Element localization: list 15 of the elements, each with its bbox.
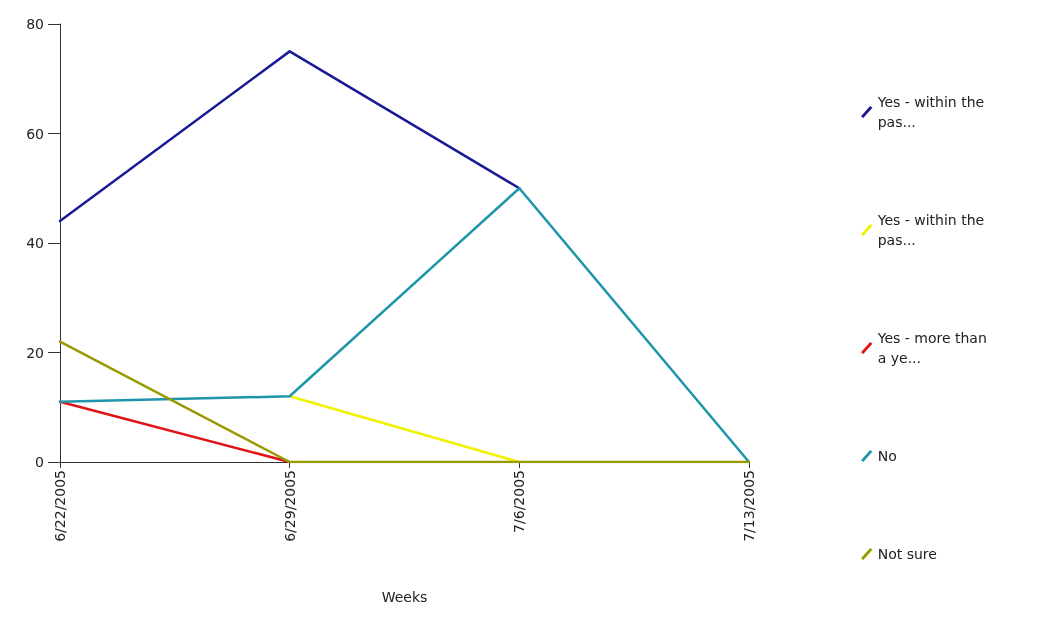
x-tick-label: 7/6/2005 [511, 470, 528, 533]
x-tick-label: 6/22/2005 [52, 470, 68, 542]
legend-label: Not sure [877, 546, 937, 562]
legend-label: Yes - more than a ye... [876, 330, 992, 366]
y-tick-label: 60 [26, 125, 44, 142]
y-tick-label: 0 [35, 454, 44, 470]
legend-label: Yes - within the pas... [876, 94, 989, 130]
x-tick-label: 6/29/2005 [281, 470, 298, 542]
x-tick-label: 7/13/2005 [741, 470, 757, 542]
y-tick-label: 20 [26, 344, 44, 361]
y-tick-label: 80 [26, 16, 44, 32]
legend-label: No [877, 448, 897, 464]
x-axis-title: Weeks [381, 589, 428, 605]
y-tick-label: 40 [26, 235, 44, 251]
legend-label: Yes - within the pas... [876, 212, 989, 248]
